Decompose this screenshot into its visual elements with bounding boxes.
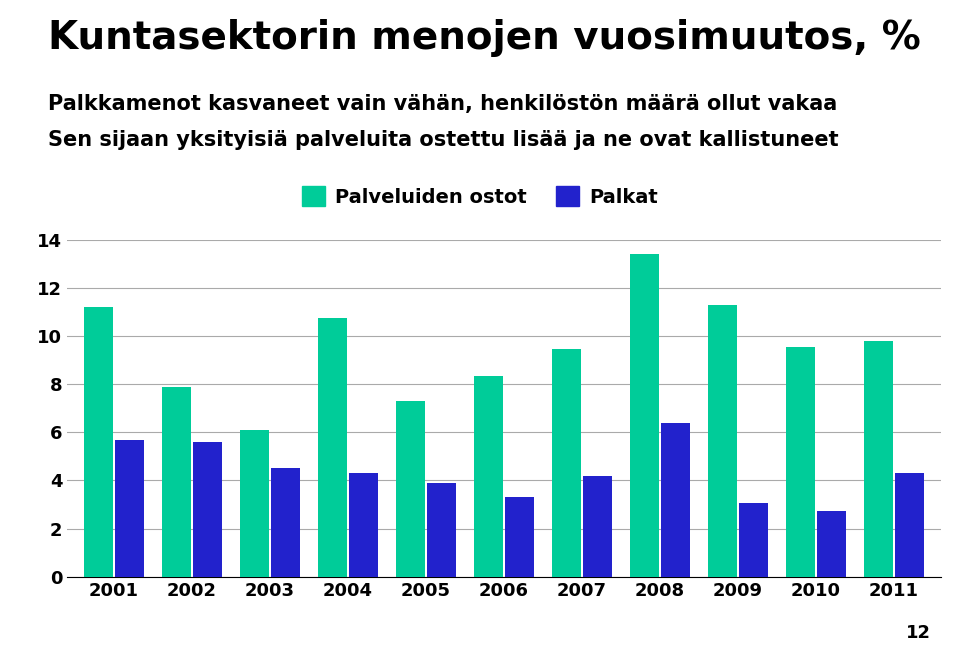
Text: Palkkamenot kasvaneet vain vähän, henkilöstön määrä ollut vakaa: Palkkamenot kasvaneet vain vähän, henkil… — [48, 94, 837, 114]
Bar — [895, 473, 924, 577]
Bar — [193, 442, 222, 577]
Bar — [474, 376, 503, 577]
Text: 12: 12 — [906, 623, 931, 642]
Bar — [786, 347, 815, 577]
Bar — [396, 401, 425, 577]
Bar — [630, 254, 660, 577]
Bar — [708, 305, 737, 577]
Bar — [162, 387, 191, 577]
Bar — [114, 439, 144, 577]
Bar — [271, 469, 300, 577]
Bar — [348, 473, 378, 577]
Bar — [240, 430, 270, 577]
Bar — [505, 497, 534, 577]
Bar — [660, 422, 690, 577]
Bar — [817, 511, 846, 577]
Bar — [426, 483, 456, 577]
Bar — [738, 503, 768, 577]
Legend: Palveluiden ostot, Palkat: Palveluiden ostot, Palkat — [295, 178, 665, 214]
Bar — [318, 318, 348, 577]
Bar — [552, 349, 582, 577]
Text: Kuntasektorin menojen vuosimuutos, %: Kuntasektorin menojen vuosimuutos, % — [48, 19, 921, 58]
Bar — [583, 476, 612, 577]
Bar — [84, 307, 113, 577]
Text: Sen sijaan yksityisiä palveluita ostettu lisää ja ne ovat kallistuneet: Sen sijaan yksityisiä palveluita ostettu… — [48, 130, 839, 150]
Bar — [864, 341, 894, 577]
